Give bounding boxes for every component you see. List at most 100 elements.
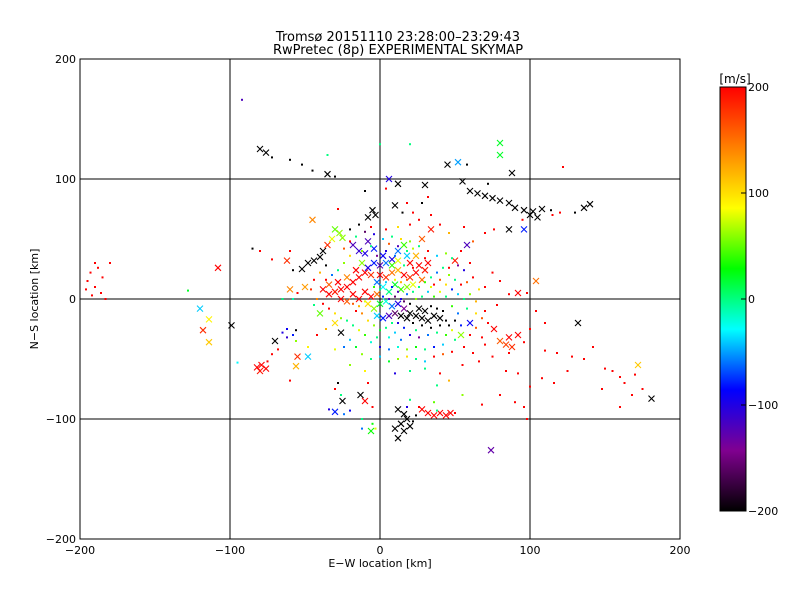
data-point-x-stroke	[304, 353, 312, 360]
data-point-x	[339, 397, 346, 405]
data-point-x	[490, 325, 498, 333]
data-point-x-stroke	[324, 170, 331, 178]
data-point-x	[421, 181, 429, 189]
data-point	[623, 382, 626, 384]
data-point	[544, 349, 546, 352]
data-point-x	[496, 151, 504, 159]
data-point-x-stroke	[412, 252, 420, 260]
data-point	[310, 288, 312, 291]
data-point-x-stroke	[349, 290, 357, 298]
data-point	[451, 257, 453, 260]
data-point	[418, 218, 420, 221]
data-point	[604, 367, 606, 370]
data-point-x	[648, 395, 655, 402]
data-point	[448, 266, 450, 269]
data-point-x-stroke	[459, 178, 466, 185]
data-point-x	[369, 206, 376, 214]
data-point-x	[253, 364, 261, 371]
data-point	[406, 278, 408, 281]
data-point	[94, 262, 96, 264]
data-point	[334, 388, 336, 390]
data-point-x-stroke	[253, 364, 261, 371]
data-point-x	[403, 283, 411, 291]
data-point	[397, 346, 399, 348]
data-point-x	[376, 300, 384, 308]
data-point-x	[391, 310, 399, 317]
chart-subtitle: RwPretec (8p) EXPERIMENTAL SKYMAP	[273, 43, 523, 58]
data-point-x	[412, 269, 420, 276]
data-point	[400, 281, 402, 284]
data-point-x-stroke	[496, 139, 504, 147]
data-point-x	[447, 409, 454, 417]
data-point	[364, 230, 366, 233]
data-point	[454, 278, 456, 281]
data-point-x-stroke	[376, 262, 384, 269]
data-point-x-stroke	[415, 305, 423, 312]
data-point-x	[373, 278, 381, 286]
data-point	[337, 269, 339, 272]
data-point	[313, 278, 315, 281]
data-point-x	[325, 290, 333, 298]
data-point	[460, 283, 462, 286]
data-point	[418, 245, 420, 248]
data-point-x-stroke	[466, 319, 474, 327]
data-point-x-stroke	[228, 322, 235, 329]
data-point	[451, 288, 453, 291]
data-point-x-stroke	[424, 317, 432, 324]
data-point	[388, 336, 390, 339]
data-point-x-stroke	[325, 290, 333, 298]
data-point-x-stroke	[400, 241, 408, 249]
data-point	[427, 250, 429, 252]
data-point-x	[406, 310, 414, 317]
data-point	[409, 223, 411, 226]
data-point	[460, 250, 462, 252]
data-point-x-stroke	[331, 226, 339, 233]
data-point	[445, 283, 447, 286]
data-point	[394, 331, 396, 334]
data-point	[412, 290, 414, 293]
data-point	[340, 394, 342, 396]
data-point	[439, 278, 441, 281]
data-point-x-stroke	[367, 293, 375, 300]
data-point	[289, 379, 291, 382]
data-point	[328, 408, 330, 411]
data-point	[400, 238, 402, 240]
data-point-x-stroke	[400, 271, 408, 279]
data-point	[289, 250, 291, 252]
data-point-x-stroke	[286, 286, 294, 293]
data-point-x	[352, 266, 360, 274]
data-point-x	[403, 252, 411, 260]
data-point	[352, 302, 354, 305]
data-point-x	[294, 353, 301, 360]
data-point	[601, 388, 603, 390]
data-point	[373, 324, 375, 327]
data-point	[406, 202, 408, 204]
data-point	[508, 352, 510, 354]
data-point	[349, 254, 351, 257]
data-point	[619, 376, 621, 378]
data-point-x	[444, 161, 451, 168]
data-point	[385, 228, 387, 231]
data-point-x-stroke	[388, 269, 396, 276]
data-point-x	[334, 278, 342, 286]
chart-title: Tromsø 20151110 23:28:00–23:29:43	[275, 30, 520, 45]
data-point	[430, 286, 432, 288]
data-point-x-stroke	[199, 326, 207, 334]
data-point	[442, 266, 444, 269]
data-point-x-stroke	[508, 169, 516, 177]
data-point	[448, 379, 450, 382]
data-point	[551, 214, 554, 216]
data-point-x	[394, 180, 402, 188]
data-point-x-stroke	[361, 250, 369, 257]
data-point-x-stroke	[328, 235, 336, 243]
data-point-x	[459, 178, 466, 185]
data-point-x	[415, 305, 423, 312]
data-point-x	[496, 139, 504, 147]
y-axis-label: N−S location [km]	[28, 249, 41, 350]
data-point	[463, 226, 465, 228]
data-point-x-stroke	[418, 276, 426, 284]
data-point	[412, 247, 414, 250]
data-point	[583, 358, 585, 360]
colorbar-ticks: −200 −100 0 100 200	[741, 81, 778, 518]
